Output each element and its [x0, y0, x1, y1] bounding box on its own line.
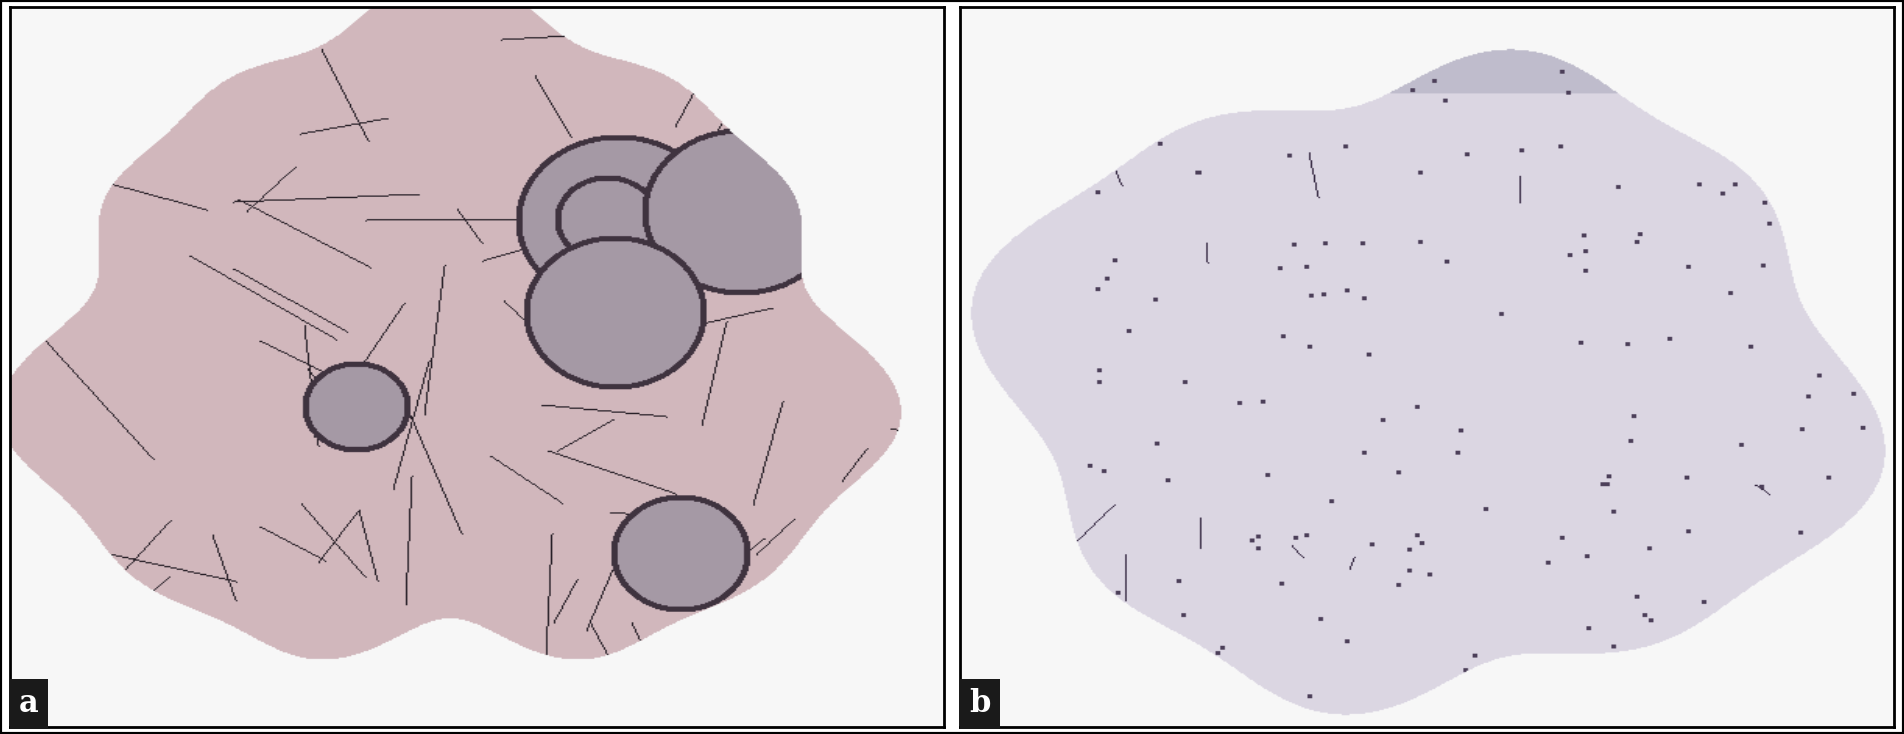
Text: a: a: [19, 688, 38, 719]
Text: b: b: [969, 688, 990, 719]
